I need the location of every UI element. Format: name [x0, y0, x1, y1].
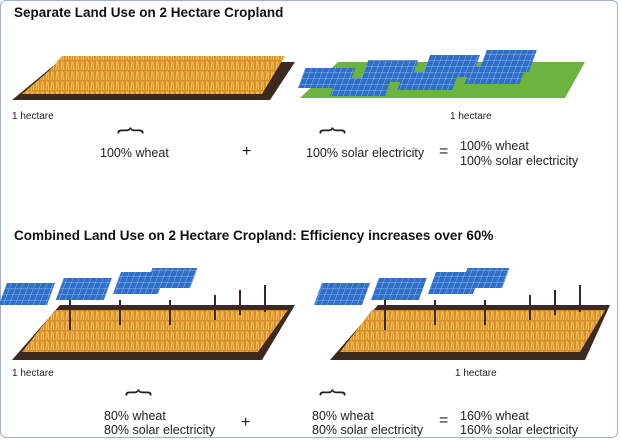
combined-title: Combined Land Use on 2 Hectare Cropland:…: [14, 228, 494, 243]
combined-right-area-label: 1 hectare: [455, 368, 497, 379]
combined-right-line1: 80% wheat: [312, 409, 374, 423]
separate-left-share: 100% wheat: [100, 146, 169, 160]
separate-right-area-label: 1 hectare: [450, 111, 492, 122]
plus-sign: +: [241, 414, 251, 431]
agrivoltaic-field-bottom-left: [0, 268, 295, 360]
separate-title: Separate Land Use on 2 Hectare Cropland: [14, 5, 284, 20]
combined-left-line2: 80% solar electricity: [104, 423, 216, 437]
separate-left-area-label: 1 hectare: [12, 111, 54, 122]
brace-icon: {: [124, 389, 156, 396]
equals-sign: =: [439, 143, 449, 160]
equals-sign: =: [439, 412, 449, 429]
agrivoltaic-field-bottom-right: [313, 268, 610, 360]
combined-result-line2: 160% solar electricity: [460, 423, 579, 437]
brace-icon: {: [116, 127, 148, 134]
combined-right-line2: 80% solar electricity: [312, 423, 424, 437]
solar-panel-row: [297, 50, 537, 96]
separate-result-line1: 100% wheat: [460, 139, 529, 153]
brace-icon: {: [318, 127, 350, 134]
combined-result-line1: 160% wheat: [460, 409, 529, 423]
plus-sign: +: [242, 143, 252, 160]
solar-field-top-right: [297, 50, 585, 98]
brace-icon: {: [318, 389, 350, 396]
combined-left-area-label: 1 hectare: [12, 368, 54, 379]
wheat-field-top-left: [12, 56, 295, 100]
separate-right-share: 100% solar electricity: [306, 146, 425, 160]
combined-left-line1: 80% wheat: [104, 409, 166, 423]
separate-result-line2: 100% solar electricity: [460, 154, 579, 168]
